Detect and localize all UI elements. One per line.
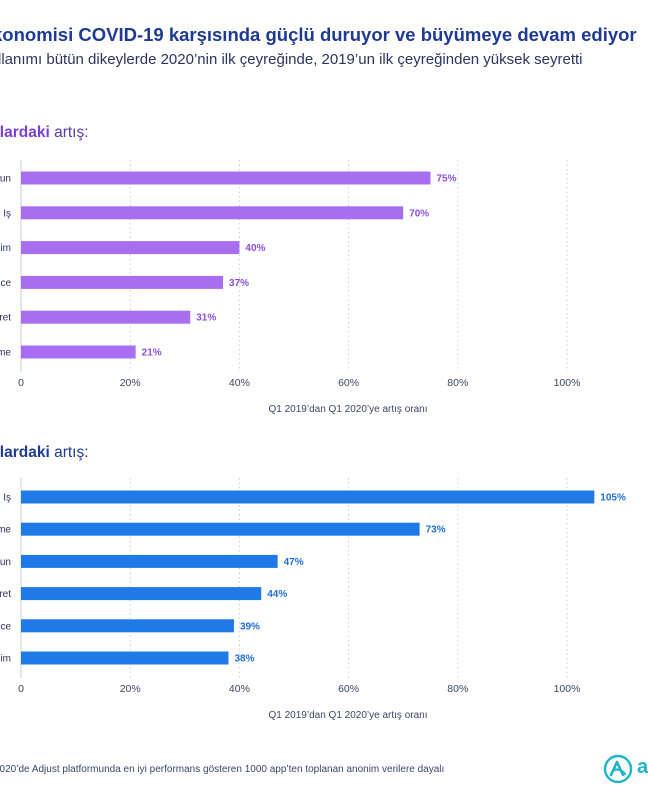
value-label: 39% (240, 621, 260, 632)
category-label: ret (0, 589, 11, 600)
value-label: 21% (142, 348, 162, 359)
chart-1-title-light: artış: (49, 124, 89, 141)
page-title: konomisi COVID-19 karşısında güçlü duruy… (0, 24, 637, 45)
growth-chart-1: un 75% Iş 70% im 40% ce 37% ret 31% me 21% 0 20% 40% 60… (0, 160, 581, 415)
category-label: ret (0, 313, 11, 324)
value-label: 31% (196, 313, 216, 324)
bar (21, 587, 262, 601)
x-tick-label: 40% (229, 683, 250, 695)
x-tick-label: 40% (229, 377, 250, 389)
chart-1-title-strong: mlardaki (0, 124, 50, 141)
x-tick-label: 80% (447, 683, 468, 695)
value-label: 105% (600, 493, 626, 504)
bar (21, 345, 136, 359)
x-tick-label: 80% (447, 377, 468, 389)
category-label: un (0, 557, 11, 568)
page-subtitle: llanımı bütün dikeylerde 2020’nin ilk çe… (0, 51, 583, 68)
bar (21, 241, 240, 255)
category-label: un (0, 174, 11, 185)
bar (21, 619, 234, 633)
value-label: 47% (284, 557, 304, 568)
bar (21, 206, 404, 220)
x-axis-label: Q1 2019’dan Q1 2020’ye artış oranı (269, 710, 428, 721)
chart-2-title: mlardaki artış: (0, 444, 89, 462)
category-label: me (0, 525, 11, 536)
x-tick-label: 60% (338, 683, 359, 695)
value-label: 40% (245, 243, 265, 254)
chart-1-title: mlardaki artış: (0, 124, 89, 142)
category-label: me (0, 348, 11, 359)
value-label: 44% (267, 589, 287, 600)
value-label: 73% (426, 525, 446, 536)
x-tick-label: 0 (18, 683, 24, 695)
value-label: 70% (409, 208, 429, 219)
bar (21, 522, 420, 536)
footnote: 2020’de Adjust platformunda en iyi perfo… (0, 764, 445, 775)
x-tick-label: 20% (120, 683, 141, 695)
value-label: 37% (229, 278, 249, 289)
x-tick-label: 60% (338, 377, 359, 389)
value-label: 75% (437, 174, 457, 185)
category-label: Iş (3, 493, 11, 504)
chart-2-title-strong: mlardaki (0, 444, 50, 461)
chart-2-title-light: artış: (49, 444, 89, 461)
bar (21, 651, 229, 665)
category-label: ce (0, 621, 11, 632)
bar (21, 490, 595, 504)
value-label: 38% (234, 654, 254, 665)
bar (21, 171, 431, 185)
x-tick-label: 0 (18, 377, 24, 389)
category-label: im (0, 243, 11, 254)
adjust-logo-icon (603, 754, 633, 784)
logo-letter: a (637, 756, 648, 778)
category-label: ce (0, 278, 11, 289)
x-tick-label: 100% (554, 377, 581, 389)
x-tick-label: 20% (120, 377, 141, 389)
bar (21, 275, 224, 289)
growth-chart-2: Iş 105% me 73% un 47% ret 44% ce 39% im 38% 0 20% 40% 6… (0, 478, 626, 721)
category-label: Iş (3, 208, 11, 219)
category-label: im (0, 654, 11, 665)
x-axis-label: Q1 2019’dan Q1 2020’ye artış oranı (269, 404, 428, 415)
bar (21, 554, 278, 568)
x-tick-label: 100% (554, 683, 581, 695)
bar (21, 310, 191, 324)
